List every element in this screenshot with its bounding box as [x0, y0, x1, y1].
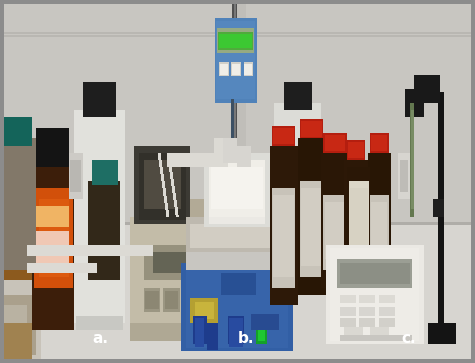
Text: c.: c.	[401, 331, 416, 346]
Text: a.: a.	[93, 331, 109, 346]
Text: b.: b.	[238, 331, 254, 346]
